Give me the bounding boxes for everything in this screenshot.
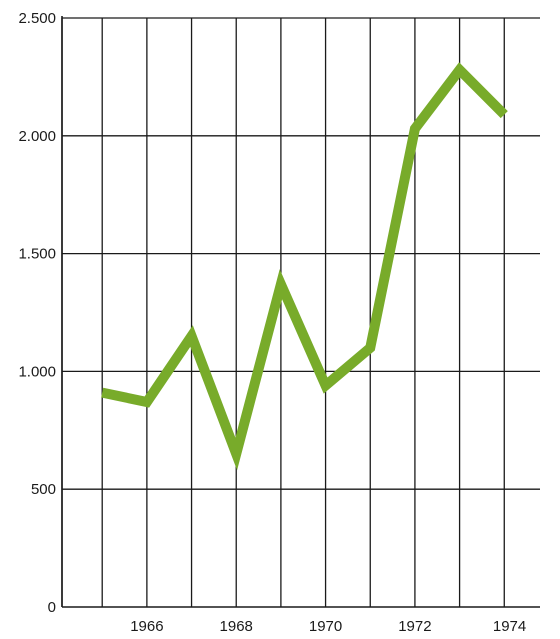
x-tick-labels: 1966 1968 1970 1972 1974 [130, 618, 526, 635]
x-tick-label: 1970 [309, 618, 342, 635]
x-tick-label: 1966 [130, 618, 163, 635]
y-tick-label: 2.500 [18, 10, 56, 27]
x-tick-label: 1968 [220, 618, 253, 635]
series-line-0 [101, 62, 508, 471]
x-tick-label: 1972 [398, 618, 431, 635]
y-tick-label: 1.500 [18, 246, 56, 263]
y-tick-labels: 0 500 1.000 1.500 2.000 2.500 [18, 10, 56, 616]
series-layer [101, 62, 508, 471]
y-tick-label: 500 [31, 481, 56, 498]
y-tick-label: 2.000 [18, 128, 56, 145]
y-tick-label: 1.000 [18, 363, 56, 380]
grid-lines [61, 17, 540, 607]
x-tick-label: 1974 [493, 618, 526, 635]
axes [61, 16, 540, 608]
y-tick-label: 0 [48, 599, 56, 616]
